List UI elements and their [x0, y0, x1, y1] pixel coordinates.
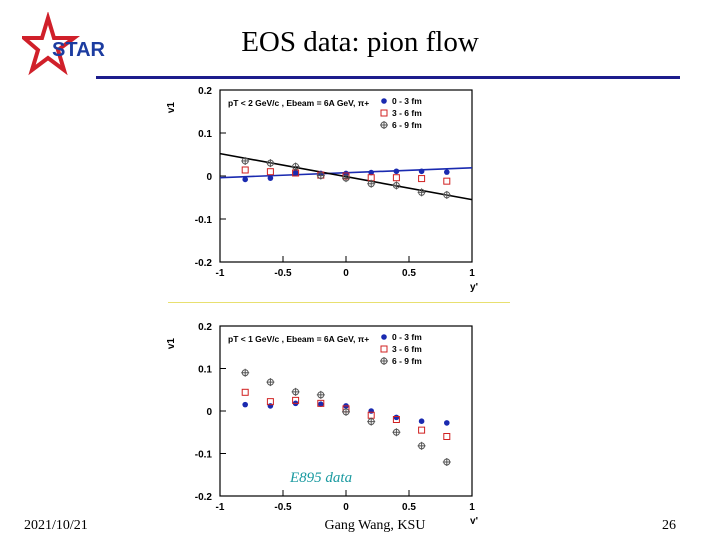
chart-0-ytick-label: 0.1: [198, 129, 212, 140]
chart-0-legend-label: 0 - 3 fm: [392, 96, 422, 106]
chart-0-ytick-label: 0.2: [198, 86, 212, 97]
chart-0-ylabel: v1: [166, 102, 177, 114]
chart-1-point: [241, 368, 250, 377]
chart-1-point: [443, 433, 451, 440]
chart-0-xtick-label: 1: [469, 268, 475, 279]
chart-0-point: [392, 181, 401, 190]
chart-1-legend-marker: [380, 357, 388, 365]
footer-author: Gang Wang, KSU: [324, 518, 426, 533]
chart-1-point: [368, 408, 374, 414]
chart-1-point: [291, 387, 300, 396]
chart-1-ylabel: v1: [166, 338, 177, 350]
logo-text: STAR: [52, 39, 106, 61]
chart-0-point: [266, 159, 275, 168]
chart-0-point: [392, 174, 400, 182]
chart-1-xlabel: y': [470, 516, 478, 524]
chart-1-point: [317, 399, 325, 407]
chart-1-point: [418, 426, 426, 434]
chart-0-xtick-label: -1: [216, 268, 225, 279]
chart-0-point: [418, 168, 425, 175]
chart-0-point: [267, 175, 274, 181]
chart-0-point: [442, 190, 451, 199]
chart-1-title: pT < 1 GeV/c , Ebeam = 6A GeV, π+: [228, 334, 369, 344]
chart-0-title: pT < 2 GeV/c , Ebeam = 6A GeV, π+: [228, 98, 369, 108]
chart-1-point: [266, 378, 275, 387]
chart-0-point: [393, 168, 400, 175]
chart-0-point: [316, 171, 325, 180]
chart-1-ytick-label: 0.1: [198, 365, 212, 376]
chart-1-point: [267, 403, 274, 409]
chart-1-point: [393, 414, 400, 421]
star-logo-icon: STAR: [18, 11, 106, 76]
chart-0-point: [242, 176, 248, 183]
chart-1-point: [444, 420, 450, 426]
chart-1-point: [266, 398, 274, 406]
title-rule: [96, 76, 680, 79]
chart-1-xtick-label: 0: [343, 502, 349, 513]
chart-1-point: [418, 418, 425, 424]
chart-1-ytick-label: -0.2: [195, 492, 213, 503]
chart-1-point: [392, 428, 401, 437]
chart-1-ytick-label: 0.2: [198, 322, 212, 333]
chart-0-point: [368, 169, 374, 176]
chart-1-ytick-label: -0.1: [195, 450, 213, 461]
chart-0-point: [342, 174, 350, 183]
chart-0-point: [292, 169, 299, 176]
chart-1-point: [392, 416, 400, 423]
chart-0-xtick-label: -0.5: [274, 268, 292, 279]
chart-0-ytick-label: 0: [206, 172, 212, 183]
chart-1-point: [367, 417, 376, 426]
chart-1-point: [318, 401, 324, 407]
chart-1-legend-marker: [380, 345, 388, 353]
chart-1-xtick-label: 0.5: [402, 502, 416, 513]
chart-0-point: [241, 166, 249, 174]
chart-1-point: [241, 388, 249, 396]
chart-0-xlabel: y': [470, 282, 478, 293]
chart-0-legend-marker: [380, 121, 388, 129]
chart-0-point: [291, 162, 300, 171]
chart-1-legend-label: 6 - 9 fm: [392, 356, 422, 366]
chart-1-legend-label: 0 - 3 fm: [392, 332, 422, 342]
chart-0-legend-marker: [380, 109, 388, 117]
chart-1-ytick-label: 0: [206, 407, 212, 418]
footer-date: 2021/10/21: [24, 518, 88, 533]
chart-divider: [168, 302, 510, 303]
chart-bottom: 0.2 0.1 0 -0.1 -0.2-1 -0.5 0 0.5 1 v1 y' pT < 1 GeV…: [166, 322, 478, 524]
page-number: 26: [662, 518, 676, 533]
chart-0-point: [444, 169, 450, 175]
chart-0-point: [443, 177, 451, 185]
chart-1-xtick-label: -1: [216, 502, 225, 513]
chart-1-point: [292, 396, 300, 404]
chart-0-legend-label: 3 - 6 fm: [392, 108, 422, 118]
chart-1-point: [342, 407, 350, 416]
chart-0-xtick-label: 0: [343, 268, 349, 279]
chart-0-point: [367, 179, 376, 188]
chart-0-point: [266, 168, 274, 176]
chart-0-point: [418, 175, 426, 183]
chart-1-xtick-label: -0.5: [274, 502, 292, 513]
chart-0-point: [417, 188, 426, 197]
slide-title: EOS data: pion flow: [241, 26, 479, 58]
chart-1-point: [242, 401, 248, 408]
chart-0-ytick-label: -0.1: [195, 215, 213, 226]
chart-top: 0.2 0.1 0 -0.1 -0.2-1 -0.5 0 0.5 1 v1 y' pT < 2 GeV…: [166, 86, 478, 293]
chart-0-legend-label: 6 - 9 fm: [392, 120, 422, 130]
data-source-annotation: E895 data: [290, 470, 353, 486]
chart-1-point: [417, 441, 426, 450]
chart-0-legend-marker: [381, 98, 387, 104]
chart-0-xtick-label: 0.5: [402, 268, 416, 279]
chart-0-ytick-label: -0.2: [195, 258, 213, 269]
chart-0-point: [241, 156, 250, 165]
star-logo: STAR: [18, 11, 108, 78]
chart-1-legend-label: 3 - 6 fm: [392, 344, 422, 354]
chart-1-xtick-label: 1: [469, 502, 475, 513]
chart-1-point: [316, 390, 325, 399]
chart-1-point: [442, 458, 451, 466]
chart-1-legend-marker: [381, 334, 387, 340]
